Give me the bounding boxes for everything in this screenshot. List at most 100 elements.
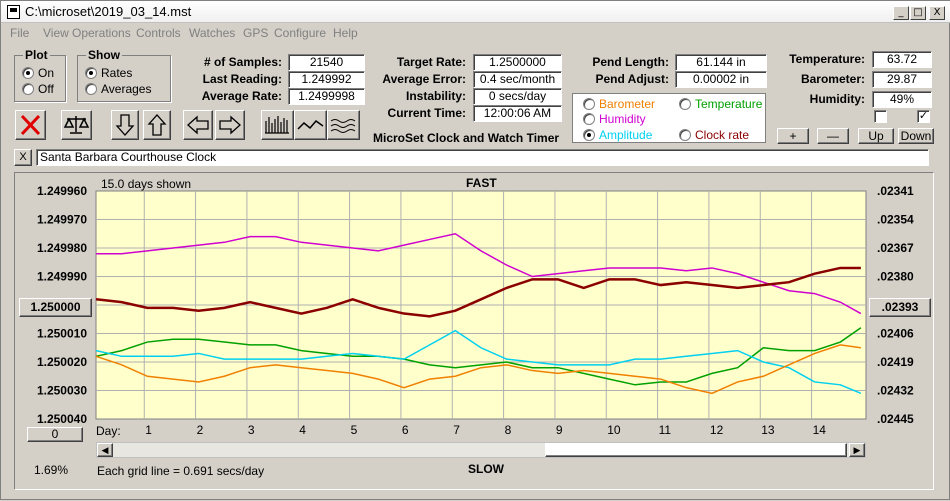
average-error-label: Average Error: — [382, 72, 466, 86]
instability-label: Instability: — [405, 89, 466, 103]
day-axis-label: Day: — [96, 424, 121, 438]
average-rate-label: Average Rate: — [201, 89, 282, 103]
menu-bar: File View Operations Controls Watches GP… — [1, 24, 950, 42]
average-error-field: 0.4 sec/month — [473, 71, 562, 88]
title-bar: C:\microset\2019_03_14.mst _ □ X — [1, 1, 950, 23]
series-humidity-label: Humidity — [599, 112, 646, 126]
menu-file[interactable]: File — [10, 26, 30, 40]
bar-chart-icon — [265, 116, 289, 134]
line-graph-button[interactable] — [294, 110, 327, 140]
fast-label: FAST — [466, 176, 497, 190]
temperature-label: Temperature: — [789, 52, 865, 66]
triangle-right-icon: ▶ — [853, 445, 861, 455]
barometer-label: Barometer: — [800, 72, 865, 86]
app-icon[interactable] — [7, 5, 20, 19]
line-chart-icon — [297, 119, 324, 130]
last-reading-field: 1.249992 — [288, 71, 365, 88]
left-arrow-button[interactable] — [183, 110, 213, 140]
temperature-field: 63.72 — [872, 51, 932, 68]
arrow-down-icon — [115, 114, 135, 136]
center-value-button[interactable]: 1.250000 — [19, 298, 92, 317]
menu-configure[interactable]: Configure — [274, 26, 327, 40]
right-scale-button[interactable]: .02393 — [869, 298, 931, 317]
radio-icon — [679, 98, 691, 110]
menu-controls[interactable]: Controls — [136, 26, 181, 40]
plot-on-label: On — [38, 66, 55, 80]
down-button[interactable]: Down — [898, 128, 934, 144]
pend-adjust-label: Pend Adjust: — [595, 72, 669, 86]
wave-graph-button[interactable] — [327, 110, 360, 140]
scroll-thumb[interactable] — [545, 443, 847, 457]
red-x-icon — [20, 114, 41, 136]
plot-group: Plot On Off — [14, 48, 66, 102]
up-arrow-button[interactable] — [143, 110, 171, 140]
last-reading-label: Last Reading: — [202, 72, 282, 86]
plot-off-label: Off — [38, 82, 54, 96]
right-arrow-button[interactable] — [215, 110, 245, 140]
current-time-label: Current Time: — [387, 106, 466, 120]
menu-watches[interactable]: Watches — [189, 26, 236, 40]
close-button[interactable]: X — [929, 6, 945, 20]
scale-icon — [63, 116, 90, 134]
instability-field: 0 secs/day — [473, 88, 562, 105]
scroll-right-button[interactable]: ▶ — [849, 443, 865, 457]
series-temperature-label: Temperature — [695, 97, 763, 111]
pend-length-label: Pend Length: — [592, 55, 669, 69]
samples-field: 21540 — [288, 54, 365, 71]
radio-icon — [22, 83, 34, 95]
series-barometer-label: Barometer — [599, 97, 656, 111]
minus-button[interactable]: — — [817, 128, 849, 144]
time-scrollbar[interactable]: ◀ ▶ — [96, 442, 866, 458]
pend-adjust-field: 0.00002 in — [675, 71, 767, 88]
average-rate-field: 1.2499998 — [288, 88, 365, 105]
days-shown-label: 15.0 days shown — [101, 177, 192, 191]
show-group: Show Rates Averages — [77, 48, 171, 102]
plot-group-title: Plot — [23, 48, 50, 62]
option-checkbox-1[interactable] — [874, 110, 887, 123]
down-arrow-button[interactable] — [111, 110, 139, 140]
radio-icon — [679, 129, 691, 141]
humidity-field: 49% — [872, 91, 932, 108]
clear-clock-name-button[interactable]: X — [14, 149, 32, 166]
wave-icon — [330, 119, 356, 133]
balance-button[interactable] — [61, 110, 92, 140]
show-averages-label: Averages — [101, 82, 152, 96]
arrow-right-icon — [219, 115, 241, 135]
arrow-left-icon — [187, 115, 209, 135]
menu-operations[interactable]: Operations — [72, 26, 131, 40]
radio-selected-icon — [22, 67, 34, 79]
clear-data-button[interactable] — [15, 110, 46, 140]
radio-icon — [583, 98, 595, 110]
menu-gps[interactable]: GPS — [243, 26, 269, 40]
grid-note: Each grid line = 0.691 secs/day — [97, 464, 265, 478]
app-caption: MicroSet Clock and Watch Timer — [373, 131, 560, 145]
plus-button[interactable]: + — [777, 128, 809, 144]
barometer-field: 29.87 — [872, 71, 932, 88]
clock-name-field[interactable]: Santa Barbara Courthouse Clock — [36, 149, 929, 166]
maximize-button[interactable]: □ — [910, 6, 926, 20]
up-button[interactable]: Up — [858, 128, 894, 144]
arrow-up-icon — [147, 114, 167, 136]
radio-selected-icon — [85, 67, 97, 79]
window-title: C:\microset\2019_03_14.mst — [25, 4, 192, 19]
show-rates-label: Rates — [101, 66, 133, 80]
radio-icon — [85, 83, 97, 95]
humidity-label: Humidity: — [809, 92, 865, 106]
series-clock-rate-label: Clock rate — [695, 128, 750, 142]
checkmark-icon: ✓ — [918, 110, 929, 122]
minimize-button[interactable]: _ — [893, 6, 909, 20]
triangle-left-icon: ◀ — [101, 445, 109, 455]
series-selector: Barometer Temperature Humidity Amplitude… — [572, 93, 766, 143]
option-checkbox-2[interactable]: ✓ — [917, 110, 930, 123]
target-rate-label: Target Rate: — [396, 55, 466, 69]
zero-button[interactable]: 0 — [27, 427, 83, 442]
radio-icon — [583, 113, 595, 125]
menu-view[interactable]: View — [43, 26, 69, 40]
menu-help[interactable]: Help — [333, 26, 358, 40]
bar-graph-button[interactable] — [261, 110, 294, 140]
scroll-left-button[interactable]: ◀ — [97, 443, 113, 457]
current-time-field: 12:00:06 AM — [473, 105, 562, 122]
show-group-title: Show — [86, 48, 122, 62]
slow-label: SLOW — [468, 462, 504, 476]
